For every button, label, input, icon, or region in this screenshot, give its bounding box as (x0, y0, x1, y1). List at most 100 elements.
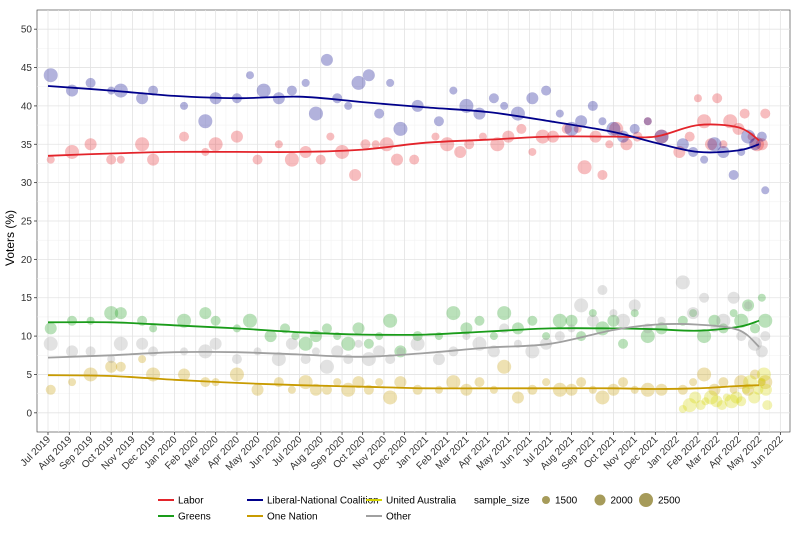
poll-point (446, 306, 461, 321)
poll-point (541, 85, 552, 96)
poll-point (409, 154, 420, 165)
poll-point (689, 378, 698, 387)
poll-point (757, 293, 766, 302)
poll-point (136, 337, 149, 350)
poll-point (66, 345, 79, 358)
poll-point (209, 337, 222, 350)
poll-point (729, 385, 738, 394)
poll-point (719, 140, 728, 149)
poll-point (360, 139, 371, 150)
poll-point (86, 316, 95, 325)
poll-point (528, 147, 537, 156)
poll-point (251, 383, 264, 396)
poll-point (432, 353, 445, 366)
legend-label: One Nation (267, 512, 318, 523)
poll-point (728, 169, 739, 180)
y-tick-label: 50 (21, 25, 33, 36)
poll-point (460, 383, 473, 396)
legend-label: Labor (178, 496, 204, 507)
poll-point (341, 336, 356, 351)
poll-point (554, 331, 565, 342)
poll-point (595, 390, 610, 405)
poll-point (684, 131, 695, 142)
poll-point (410, 336, 425, 351)
poll-point (587, 100, 598, 111)
poll-point (253, 347, 262, 356)
poll-point (753, 384, 764, 395)
y-tick-label: 5 (26, 370, 32, 381)
poll-point (697, 114, 712, 129)
poll-point (607, 314, 620, 327)
poll-point (759, 383, 772, 396)
poll-point (274, 140, 283, 149)
poll-point (301, 78, 310, 87)
poll-point (386, 78, 395, 87)
poll-point (597, 169, 608, 180)
poll-point (208, 137, 223, 152)
poll-point (43, 68, 58, 83)
poll-point (309, 383, 322, 396)
legend-label: Other (386, 512, 412, 523)
poll-point (712, 93, 723, 104)
poll-point (762, 400, 773, 411)
poll-point (321, 323, 332, 334)
poll-point (730, 391, 743, 404)
poll-point (371, 140, 380, 149)
y-tick-label: 10 (21, 332, 33, 343)
poll-point (464, 139, 475, 150)
poll-point (391, 153, 404, 166)
poll-point (315, 154, 326, 165)
poll-point (527, 315, 538, 326)
trend-line (47, 123, 760, 157)
poll-point (758, 375, 773, 390)
poll-point (597, 285, 608, 296)
legend-label: Greens (178, 512, 211, 523)
poll-point (739, 108, 750, 119)
poll-point (341, 382, 356, 397)
poll-point (761, 186, 770, 195)
poll-point (755, 138, 768, 151)
poll-point (284, 152, 299, 167)
poll-point (749, 323, 760, 334)
poll-point (394, 376, 407, 389)
poll-point (736, 396, 747, 407)
legend-label: Liberal-National Coalition (267, 496, 379, 507)
poll-point (104, 306, 119, 321)
trend-line (47, 374, 760, 390)
poll-point (285, 337, 298, 350)
poll-point (326, 132, 335, 141)
poll-point (351, 75, 366, 90)
y-tick-label: 35 (21, 140, 33, 151)
poll-point (272, 92, 285, 105)
poll-point (748, 391, 761, 404)
poll-point (434, 385, 443, 394)
poll-point (749, 369, 760, 380)
poll-point (609, 309, 618, 318)
y-tick-label: 25 (21, 217, 33, 228)
poll-point (598, 117, 607, 126)
poll-point (343, 354, 354, 365)
poll-point (85, 77, 96, 88)
poll-point (474, 315, 485, 326)
poll-point (333, 378, 342, 387)
poll-point (198, 114, 213, 129)
poll-point (727, 291, 740, 304)
poll-point (149, 324, 158, 333)
poll-point (744, 301, 753, 310)
poll-point (710, 395, 723, 408)
poll-point (640, 329, 655, 344)
poll-point (460, 322, 473, 335)
poll-point (478, 132, 487, 141)
poll-point (716, 400, 727, 411)
poll-point (718, 377, 729, 388)
poll-point (383, 313, 398, 328)
poll-point (116, 155, 125, 164)
poll-point (616, 313, 631, 328)
poll-point (542, 378, 551, 387)
grid (36, 9, 791, 433)
poll-point (449, 86, 458, 95)
size-legend-label: 1500 (555, 496, 578, 507)
poll-point (525, 344, 540, 359)
poll-point (374, 108, 385, 119)
